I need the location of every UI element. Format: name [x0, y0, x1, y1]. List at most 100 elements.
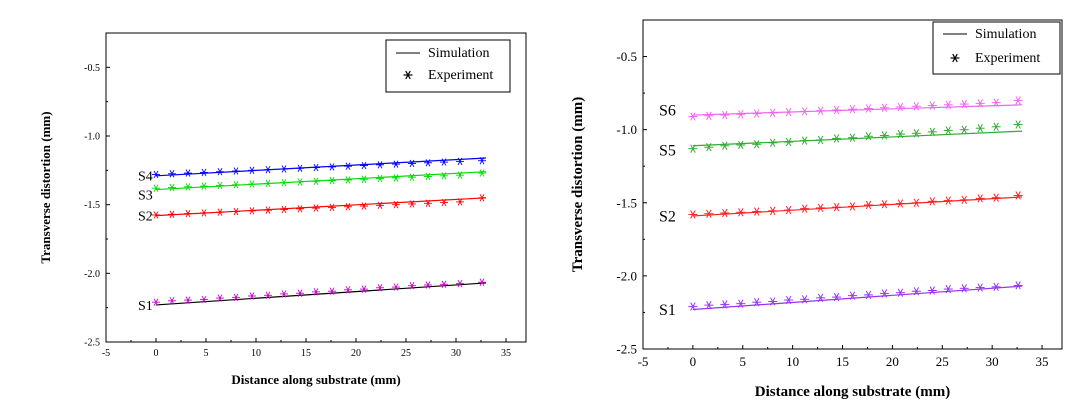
experiment-point-s2 — [959, 195, 969, 205]
x-tick-label: 0 — [154, 348, 159, 359]
experiment-point-s4 — [200, 168, 208, 177]
experiment-point-s1 — [296, 289, 304, 297]
experiment-point-s6 — [1013, 96, 1023, 105]
experiment-point-s6 — [943, 100, 953, 109]
experiment-point-s6 — [736, 110, 746, 119]
experiment-point-s2 — [927, 197, 937, 206]
experiment-point-s6 — [848, 105, 857, 114]
experiment-point-s5 — [736, 140, 746, 150]
experiment-point-s6 — [879, 103, 889, 112]
experiment-point-s1 — [895, 288, 905, 297]
experiment-point-s5 — [752, 140, 762, 149]
experiment-point-s1 — [168, 297, 176, 305]
experiment-point-s5 — [800, 136, 810, 145]
series-label-s1: S1 — [138, 299, 153, 314]
experiment-point-s1 — [863, 290, 873, 300]
experiment-point-s1 — [424, 281, 432, 289]
experiment-point-s6 — [688, 112, 698, 121]
experiment-point-s3 — [200, 182, 208, 190]
experiment-point-s1 — [959, 284, 969, 293]
experiment-point-s2 — [344, 203, 352, 211]
legend-simulation-label: Simulation — [428, 46, 489, 61]
experiment-point-s5 — [784, 137, 794, 147]
experiment-point-s2 — [752, 207, 762, 216]
legend-experiment-label: Experiment — [975, 51, 1040, 66]
experiment-point-s6 — [768, 108, 778, 118]
series-label-s5: S5 — [659, 142, 676, 159]
experiment-point-s1 — [216, 294, 224, 302]
x-tick-label: 5 — [740, 354, 747, 369]
experiment-point-s4 — [440, 158, 448, 166]
experiment-point-s5 — [991, 122, 1001, 131]
experiment-point-s5 — [688, 144, 698, 153]
experiment-point-s2 — [991, 193, 1001, 202]
x-tick-label: 35 — [501, 348, 511, 359]
x-axis-label: Distance along substrate (mm) — [755, 384, 950, 400]
y-axis-label: Transverse distortion (mm) — [38, 111, 53, 263]
experiment-point-s2 — [816, 203, 826, 213]
series-label-s2: S2 — [659, 209, 676, 226]
experiment-point-s3 — [216, 181, 224, 190]
experiment-point-s1 — [736, 299, 746, 308]
experiment-point-s5 — [943, 126, 953, 135]
experiment-point-s4 — [376, 161, 384, 169]
experiment-point-s4 — [216, 168, 224, 176]
experiment-point-s1 — [360, 285, 368, 293]
experiment-point-s1 — [688, 302, 698, 311]
x-tick-label: 30 — [986, 354, 999, 369]
experiment-point-s5 — [863, 132, 873, 141]
x-tick-label: 15 — [836, 354, 849, 369]
series-label-s1: S1 — [659, 302, 676, 319]
x-tick-label: 20 — [351, 348, 361, 359]
experiment-point-s2 — [456, 198, 464, 206]
x-tick-label: 5 — [204, 348, 209, 359]
experiment-point-s5 — [975, 124, 985, 133]
experiment-point-s5 — [879, 131, 889, 140]
experiment-point-s5 — [1013, 120, 1023, 129]
experiment-point-s2 — [895, 199, 905, 208]
legend-box — [932, 21, 1061, 75]
experiment-point-s1 — [879, 289, 889, 298]
experiment-point-s4 — [312, 163, 320, 172]
experiment-point-s1 — [704, 300, 714, 310]
chart-left-svg: -5 0 5 10 15 20 25 30 35 -2.5 -2.0 -1.5 -1.0 -0.5 Dist… — [38, 32, 527, 387]
experiment-point-s2 — [975, 194, 985, 203]
experiment-point-s2 — [184, 209, 192, 218]
x-tick-label: 10 — [786, 354, 799, 369]
experiment-point-s6 — [911, 102, 921, 111]
experiment-point-s2 — [168, 210, 176, 218]
experiment-point-s3 — [152, 184, 160, 192]
experiment-point-s2 — [768, 206, 778, 215]
experiment-point-s1 — [816, 293, 826, 302]
plot-frame — [105, 32, 527, 343]
experiment-point-s3 — [328, 176, 336, 185]
experiment-point-s3 — [392, 174, 400, 182]
experiment-point-s2 — [408, 200, 416, 208]
experiment-point-s1 — [280, 290, 288, 298]
experiment-point-s3 — [232, 181, 240, 189]
experiment-point-s4 — [456, 157, 464, 166]
experiment-point-s1 — [720, 300, 730, 309]
experiment-point-s2 — [200, 209, 208, 217]
experiment-point-s1 — [440, 280, 448, 289]
experiment-point-s6 — [704, 111, 714, 120]
simulation-line-s1 — [692, 285, 1023, 311]
experiment-point-s5 — [768, 138, 778, 147]
experiment-point-s3 — [296, 178, 304, 186]
experiment-point-s2 — [848, 202, 857, 211]
simulation-line-s4 — [155, 157, 487, 177]
simulation-line-s2 — [155, 197, 487, 217]
experiment-point-s1 — [752, 298, 762, 307]
experiment-point-s1 — [456, 279, 464, 288]
experiment-point-s2 — [248, 207, 256, 215]
experiment-point-s1 — [800, 295, 810, 304]
experiment-point-s6 — [720, 110, 730, 120]
chart-right-svg: -5 0 5 10 15 20 25 30 35 -2.5 -2.0 -1.5 -1.0 -0.5 Dist… — [570, 19, 1063, 400]
experiment-point-s1 — [848, 291, 857, 300]
experiment-point-s2 — [911, 198, 921, 207]
experiment-point-s6 — [991, 98, 1001, 107]
simulation-line-s3 — [155, 171, 487, 191]
y-tick-label: -2.5 — [616, 342, 637, 357]
chart-left: -5 0 5 10 15 20 25 30 35 -2.5 -2.0 -1.5 -1.0 -0.5 Dist… — [0, 0, 540, 406]
experiment-point-s2 — [784, 205, 794, 215]
